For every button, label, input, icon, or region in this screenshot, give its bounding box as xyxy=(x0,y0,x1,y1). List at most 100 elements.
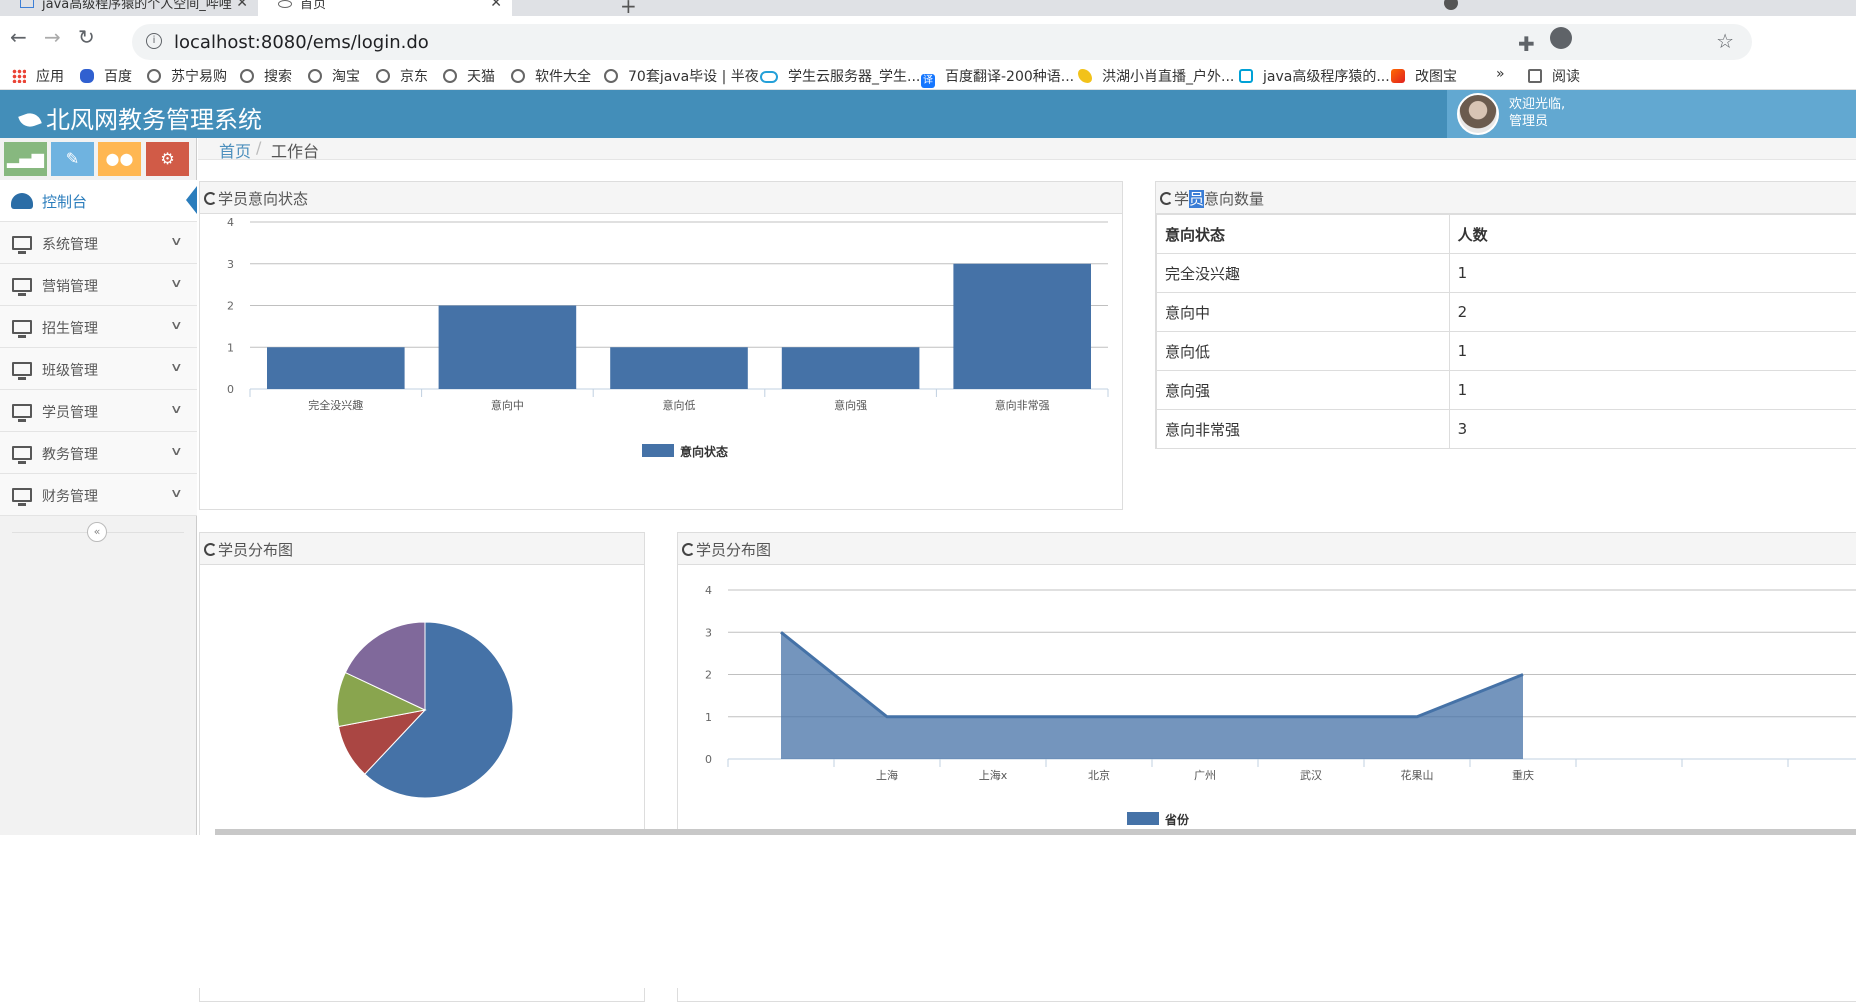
bookmarks-bar: 应用 百度 苏宁易购 搜索 淘宝 京东 天猫 软件大全 70套java毕设 | … xyxy=(0,60,1856,90)
chevron-down-icon: ∨ xyxy=(170,402,183,416)
widget-header: 学员意向数量 xyxy=(1156,182,1856,214)
chevron-down-icon: ∨ xyxy=(170,318,183,332)
profile-menu-icon[interactable] xyxy=(1444,0,1458,10)
x-tick-label: 意向中 xyxy=(491,398,524,412)
bookmark-star-icon[interactable]: ☆ xyxy=(1716,29,1734,53)
sidebar-item-label: 财务管理 xyxy=(42,486,98,506)
pencil-icon: ✎ xyxy=(66,149,79,168)
active-indicator xyxy=(186,186,197,214)
url-bar[interactable]: i localhost:8080/ems/login.do ☆ xyxy=(132,24,1752,60)
stats-shortcut-button[interactable]: ▂▄▆ xyxy=(4,142,47,176)
browser-tab-bilibili[interactable]: java高级程序猿的个人空间_哔哩 ✕ xyxy=(0,0,258,16)
bookmark-baidu-translate[interactable]: 译百度翻译-200种语... xyxy=(921,66,1074,88)
x-tick-label: 完全没兴趣 xyxy=(308,398,363,412)
refresh-icon[interactable] xyxy=(1160,192,1173,205)
sidebar-item-system[interactable]: 系统管理 ∨ xyxy=(0,222,197,264)
url-text[interactable]: localhost:8080/ems/login.do xyxy=(174,32,429,53)
edit-shortcut-button[interactable]: ✎ xyxy=(51,142,94,176)
bar xyxy=(953,264,1091,389)
table-cell: 完全没兴趣 xyxy=(1157,254,1450,293)
settings-shortcut-button[interactable]: ⚙ xyxy=(146,142,189,176)
sidebar-item-label: 控制台 xyxy=(42,191,87,212)
gaitubao-icon xyxy=(1391,69,1405,83)
y-tick-label: 3 xyxy=(227,258,234,271)
bookmark-taobao[interactable]: 淘宝 xyxy=(308,66,360,86)
sidebar-item-enrollment[interactable]: 招生管理 ∨ xyxy=(0,306,197,348)
back-icon[interactable]: ← xyxy=(10,27,27,47)
extensions-icon[interactable]: ✚ xyxy=(1518,32,1535,56)
sidebar-item-finance[interactable]: 财务管理 ∨ xyxy=(0,474,197,516)
brand-title: 北风网教务管理系统 xyxy=(46,106,262,134)
bookmark-baidu[interactable]: 百度 xyxy=(80,66,132,86)
x-tick-label: 武汉 xyxy=(1300,769,1322,782)
user-menu[interactable]: 欢迎光临, 管理员 xyxy=(1447,90,1856,138)
site-info-icon[interactable]: i xyxy=(146,33,162,49)
breadcrumb-home-link[interactable]: 首页 xyxy=(219,138,251,162)
sidebar-item-label: 系统管理 xyxy=(42,234,98,254)
globe-icon xyxy=(604,69,618,83)
globe-icon xyxy=(278,0,292,8)
bookmark-jd[interactable]: 京东 xyxy=(376,66,428,86)
reload-icon[interactable]: ↻ xyxy=(78,27,95,47)
chevron-down-icon: ∨ xyxy=(170,276,183,290)
refresh-icon[interactable] xyxy=(682,543,695,556)
bookmark-reading-list[interactable]: 阅读 xyxy=(1528,66,1580,86)
reading-list-icon xyxy=(1528,69,1542,83)
account-icon[interactable] xyxy=(1550,27,1572,49)
globe-icon xyxy=(443,69,457,83)
desktop-icon xyxy=(12,362,32,376)
users-icon: ●● xyxy=(106,149,134,168)
bookmark-bilibili[interactable]: java高级程序猿的... xyxy=(1239,66,1390,86)
bookmark-gaitubao[interactable]: 改图宝 xyxy=(1391,66,1457,86)
bookmark-suning[interactable]: 苏宁易购 xyxy=(147,66,227,86)
bookmark-apps[interactable]: 应用 xyxy=(12,66,64,86)
bookmark-student-cloud[interactable]: 学生云服务器_学生... xyxy=(760,66,920,86)
y-tick-label: 1 xyxy=(705,711,712,724)
legend-label: 省份 xyxy=(1164,812,1190,827)
bookmark-tmall[interactable]: 天猫 xyxy=(443,66,495,86)
globe-icon xyxy=(511,69,525,83)
bookmark-java-projects[interactable]: 70套java毕设 | 半夜 xyxy=(604,66,759,86)
tab-title: 首页 xyxy=(300,0,326,12)
y-tick-label: 3 xyxy=(705,626,712,639)
sidebar-item-dashboard[interactable]: 控制台 xyxy=(0,180,197,222)
column-header: 人数 xyxy=(1449,215,1856,254)
x-tick-label: 上海 xyxy=(876,768,898,782)
table-cell: 1 xyxy=(1449,371,1856,410)
page-bottom xyxy=(0,835,1856,988)
sidebar-collapse-button[interactable]: « xyxy=(87,522,107,542)
table-cell: 1 xyxy=(1449,332,1856,371)
browser-tab-home[interactable]: 首页 ✕ xyxy=(258,0,512,16)
bookmark-software[interactable]: 软件大全 xyxy=(511,66,591,86)
sidebar-item-academic[interactable]: 教务管理 ∨ xyxy=(0,432,197,474)
desktop-icon xyxy=(12,488,32,502)
shortcut-buttons: ▂▄▆ ✎ ●● ⚙ xyxy=(0,138,197,180)
bookmarks-more[interactable]: » xyxy=(1496,66,1505,82)
sidebar-item-marketing[interactable]: 营销管理 ∨ xyxy=(0,264,197,306)
tab-close-icon[interactable]: ✕ xyxy=(490,0,502,8)
bookmark-live[interactable]: 洪湖小肖直播_户外... xyxy=(1078,66,1234,86)
refresh-icon[interactable] xyxy=(204,192,217,205)
y-tick-label: 0 xyxy=(227,383,234,396)
widget-title: 学员意向状态 xyxy=(204,188,308,209)
refresh-icon[interactable] xyxy=(204,543,217,556)
sidebar-item-students[interactable]: 学员管理 ∨ xyxy=(0,390,197,432)
tab-close-icon[interactable]: ✕ xyxy=(236,0,248,8)
brand[interactable]: 北风网教务管理系统 xyxy=(20,100,262,135)
chevron-down-icon: ∨ xyxy=(170,444,183,458)
bar xyxy=(439,306,577,390)
users-shortcut-button[interactable]: ●● xyxy=(98,142,141,176)
x-tick-label: 重庆 xyxy=(1512,768,1534,782)
sidebar-item-classes[interactable]: 班级管理 ∨ xyxy=(0,348,197,390)
bookmark-search[interactable]: 搜索 xyxy=(240,66,292,86)
avatar xyxy=(1457,93,1499,135)
widget-title: 学员分布图 xyxy=(204,539,293,560)
forward-icon[interactable]: → xyxy=(44,27,61,47)
bar xyxy=(267,347,405,389)
x-tick-label: 北京 xyxy=(1088,768,1110,782)
x-tick-label: 上海x xyxy=(979,768,1008,782)
